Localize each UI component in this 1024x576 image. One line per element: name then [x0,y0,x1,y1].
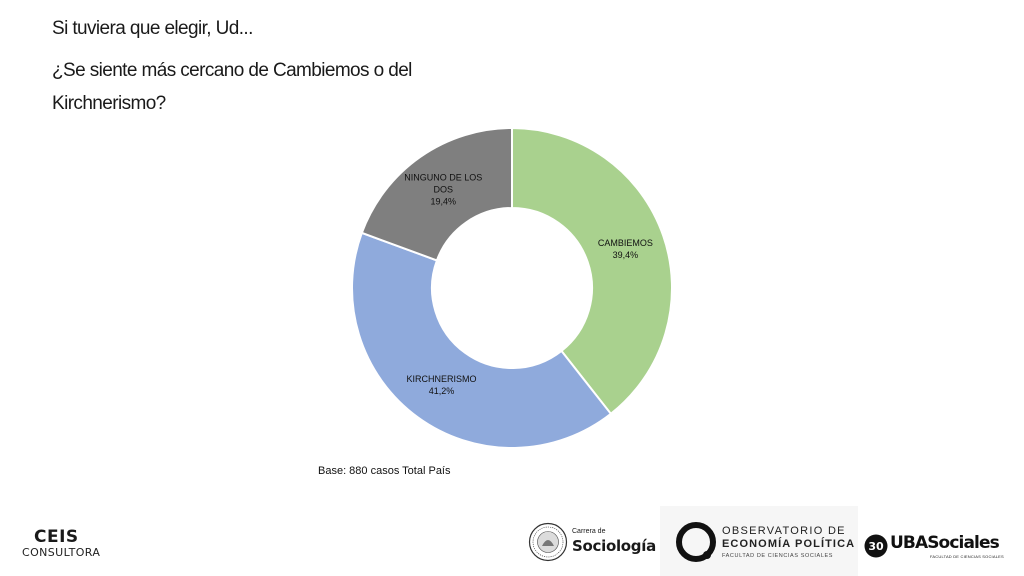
slice-category-label: DOS [434,185,454,195]
question-text-line2: Kirchnerismo? [52,93,166,114]
data-label-kirchnerismo: KIRCHNERISMO 41,2% [406,374,476,396]
uba-sociales-title: UBASociales [890,533,1000,553]
slice-cambiemos [511,126,673,416]
sociologia-logo: Carrera de Sociología [528,518,656,568]
uba-sociales-logo: 30 UBASociales FACULTAD DE CIENCIAS SOCI… [864,533,1014,561]
observatorio-ring-icon [676,522,716,562]
uba-30-label: 30 [868,540,884,553]
question-text-line1: ¿Se siente más cercano de Cambiemos o de… [52,60,412,81]
uba-sociales-subtitle: FACULTAD DE CIENCIAS SOCIALES [930,554,1004,559]
slice-category-label: CAMBIEMOS [598,238,653,248]
observatorio-line3: FACULTAD DE CIENCIAS SOCIALES [722,553,834,559]
uba-seal-icon [528,522,568,562]
sociologia-logo-small: Carrera de [572,528,606,535]
question-intro: Si tuviera que elegir, Ud... [52,18,253,39]
slice-kirchnerismo [351,231,613,449]
observatorio-logo: OBSERVATORIO DE ECONOMÍA POLÍTICA FACULT… [660,506,858,576]
slice-ninguno-de-los-dos [360,126,513,262]
observatorio-line1: OBSERVATORIO DE [722,525,846,537]
observatorio-line2: ECONOMÍA POLÍTICA [722,538,856,550]
slice-value-label: 19,4% [431,197,457,207]
slice-value-label: 39,4% [613,250,639,260]
slice-value-label: 41,2% [429,386,455,396]
sociologia-logo-title: Sociología [572,537,656,555]
base-note: Base: 880 casos Total País [318,465,451,477]
data-label-ninguno-de-los-dos: NINGUNO DE LOS DOS 19,4% [404,173,482,207]
ceis-logo: CEIS CONSULTORA [22,528,100,559]
uba-30-badge-icon: 30 [864,534,888,558]
ceis-logo-title: CEIS [34,527,79,547]
data-label-cambiemos: CAMBIEMOS 39,4% [598,238,653,260]
slice-category-label: KIRCHNERISMO [406,374,476,384]
slice-category-label: NINGUNO DE LOS [404,173,482,183]
ceis-logo-subtitle: CONSULTORA [22,546,101,559]
